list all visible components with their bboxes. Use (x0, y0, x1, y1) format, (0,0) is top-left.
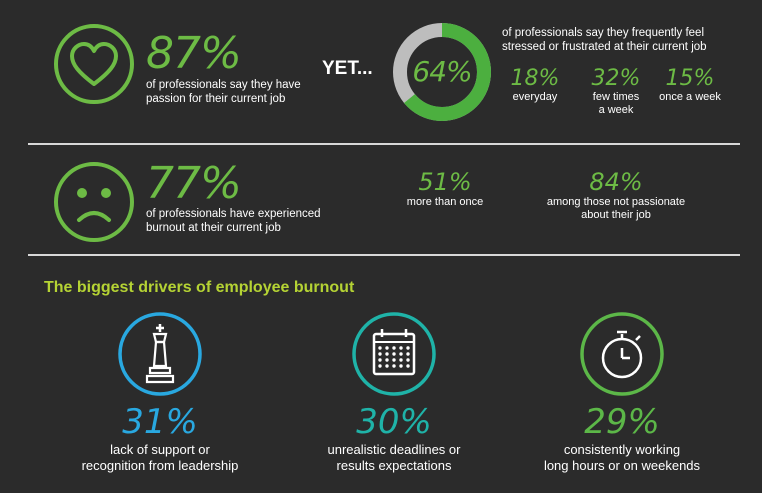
breakdown-pct: 18% (510, 66, 560, 91)
stress-text-line2: stressed or frustrated at their current … (502, 41, 707, 53)
sad-face-badge (52, 160, 136, 244)
stress-breakdown-once-week: 15% once a week (652, 66, 728, 104)
divider-bottom (28, 254, 740, 256)
driver-label-line1: unrealistic deadlines or (327, 442, 461, 457)
burnout-percentage: 77% (146, 158, 242, 209)
burnout-text-line1: of professionals have experienced (146, 208, 321, 220)
passion-percentage: 87% (146, 28, 242, 79)
stat-label: more than once (406, 196, 484, 208)
breakdown-label-line2: a week (598, 104, 634, 116)
stress-breakdown-everyday: 18% everyday (500, 66, 570, 104)
driver-label-line2: results expectations (336, 458, 452, 473)
burnout-description: of professionals have experienced burnou… (146, 207, 346, 235)
breakdown-pct: 32% (591, 66, 641, 91)
stress-breakdown-few-times: 32% few times a week (581, 66, 651, 117)
breakdown-pct: 15% (665, 66, 715, 91)
passion-text-line1: of professionals say they have (146, 79, 301, 91)
stat-label: among those not passionate (546, 196, 686, 208)
burnout-stat-more-than-once: 51% more than once (390, 168, 500, 209)
donut-arc (393, 23, 491, 121)
chess-king-icon (118, 312, 202, 396)
driver-label-line2: recognition from leadership (81, 458, 239, 473)
driver-pct: 29% (584, 402, 660, 442)
breakdown-label: once a week (659, 91, 721, 103)
breakdown-label: everyday (512, 91, 558, 103)
stress-donut-chart: 64% (390, 20, 494, 124)
passion-description: of professionals say they have passion f… (146, 78, 326, 106)
driver-pct: 31% (122, 402, 198, 442)
donut-percentage: 64% (412, 55, 472, 88)
driver-leadership: 31% lack of support or recognition from … (50, 310, 270, 474)
driver-long-hours: 29% consistently working long hours or o… (512, 310, 732, 474)
sad-face-icon (54, 162, 134, 242)
driver-label-line1: consistently working (563, 442, 681, 457)
breakdown-label: few times (592, 91, 640, 103)
heart-icon (54, 24, 134, 104)
driver-pct: 30% (356, 402, 432, 442)
burnout-text-line2: burnout at their current job (146, 222, 281, 234)
stress-description: of professionals say they frequently fee… (502, 26, 742, 54)
stat-pct: 51% (418, 168, 472, 196)
yet-label: YET... (322, 58, 373, 79)
driver-label-line1: lack of support or (110, 442, 210, 457)
drivers-heading: The biggest drivers of employee burnout (44, 279, 355, 296)
driver-deadlines: 30% unrealistic deadlines or results exp… (284, 310, 504, 474)
passion-text-line2: passion for their current job (146, 93, 286, 105)
driver-label-line2: long hours or on weekends (543, 458, 701, 473)
burnout-stat-not-passionate: 84% among those not passionate about the… (530, 168, 702, 222)
divider-top (28, 143, 740, 145)
calendar-icon (352, 312, 436, 396)
heart-badge (52, 22, 136, 106)
stopwatch-icon (580, 312, 664, 396)
stress-text-line1: of professionals say they frequently fee… (502, 27, 705, 39)
stat-label-line2: about their job (581, 209, 651, 221)
stat-pct: 84% (589, 168, 643, 196)
